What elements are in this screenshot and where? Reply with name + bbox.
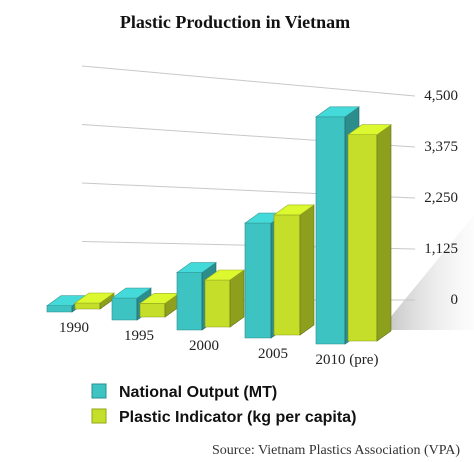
- bar-top-face: [315, 106, 360, 118]
- source-note: Source: Vietnam Plastics Association (VP…: [212, 443, 460, 458]
- x-tick-label: 2000: [189, 338, 219, 354]
- legend-swatch-national-output: [91, 383, 107, 399]
- floor-shadow: [380, 215, 474, 330]
- bar-front-face: [111, 297, 138, 321]
- y-tick-label: 3,375: [424, 139, 458, 155]
- y-axis-ticks: 0 1,125 2,250 3,375 4,500: [424, 88, 458, 308]
- bar-plastic-indicator-0: [74, 292, 115, 310]
- bar-front-face: [176, 272, 203, 331]
- bar-side-face: [299, 204, 315, 336]
- bar-top-face: [176, 262, 217, 273]
- y-tick-label: 4,500: [424, 88, 458, 104]
- bar-front-face: [273, 214, 301, 336]
- x-tick-label: 2010 (pre): [316, 352, 379, 368]
- bar-front-face: [244, 222, 272, 339]
- bars: [46, 106, 392, 345]
- bar-front-face: [139, 303, 166, 318]
- x-tick-label: 1990: [59, 320, 89, 336]
- chart-title: Plastic Production in Vietnam: [120, 12, 350, 32]
- bar-top-face: [347, 124, 392, 136]
- bar-front-face: [74, 302, 101, 310]
- bar-plastic-indicator-1: [139, 292, 180, 318]
- legend-swatch-plastic-indicator: [91, 408, 107, 424]
- x-tick-label: 1995: [124, 328, 154, 344]
- y-tick-label: 1,125: [424, 241, 458, 257]
- gridline: [81, 65, 416, 97]
- bar-top-face: [74, 292, 115, 304]
- bar-plastic-indicator-4: [347, 124, 392, 342]
- y-tick-label: 2,250: [424, 190, 458, 206]
- bar-plastic-indicator-2: [204, 269, 245, 328]
- bar-front-face: [204, 279, 231, 328]
- bar-top-face: [273, 204, 315, 216]
- x-tick-label: 2005: [258, 346, 288, 362]
- bar-front-face: [315, 116, 346, 345]
- x-axis-ticks: 1990 1995 2000 2005 2010 (pre): [59, 320, 378, 368]
- legend: National Output (MT) Plastic Indicator (…: [91, 383, 356, 426]
- legend-label-national-output: National Output (MT): [119, 384, 277, 401]
- bar-plastic-indicator-3: [273, 204, 315, 336]
- legend-label-plastic-indicator: Plastic Indicator (kg per capita): [119, 409, 356, 426]
- bar-front-face: [46, 305, 73, 313]
- bar-top-face: [204, 269, 245, 281]
- bar-side-face: [376, 124, 392, 342]
- bar-front-face: [347, 134, 378, 342]
- bar-top-face: [111, 287, 152, 299]
- y-tick-label: 0: [451, 292, 459, 308]
